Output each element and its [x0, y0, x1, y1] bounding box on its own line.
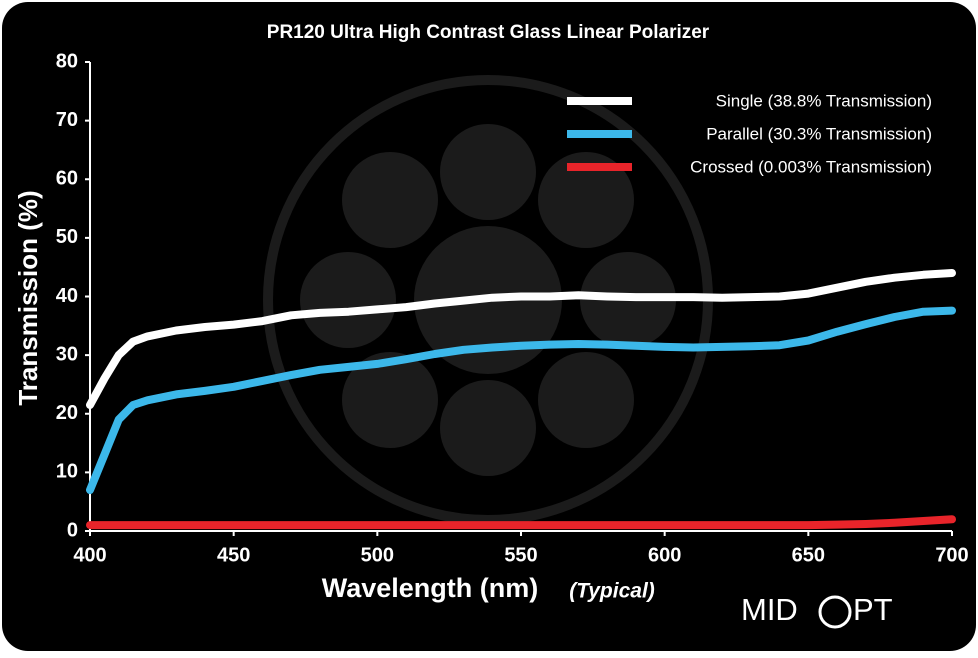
legend-label: Crossed (0.003% Transmission): [690, 157, 932, 176]
y-tick-label: 60: [56, 168, 78, 190]
y-axis-label: Transmission (%): [13, 190, 43, 405]
y-tick-label: 30: [56, 343, 78, 365]
y-tick-label: 40: [56, 285, 78, 307]
chart-title: PR120 Ultra High Contrast Glass Linear P…: [267, 22, 710, 43]
x-tick-label: 700: [935, 544, 968, 566]
x-tick-label: 450: [217, 544, 250, 566]
logo-text: MID: [741, 592, 798, 627]
y-tick-label: 80: [56, 50, 78, 72]
x-tick-label: 650: [792, 544, 825, 566]
y-tick-label: 50: [56, 226, 78, 248]
legend-label: Parallel (30.3% Transmission): [706, 124, 932, 143]
y-tick-label: 10: [56, 461, 78, 483]
x-axis-label: Wavelength (nm): [322, 573, 539, 603]
legend-label: Single (38.8% Transmission): [716, 91, 932, 110]
logo-text: PT: [853, 592, 893, 627]
x-tick-label: 400: [73, 544, 106, 566]
y-tick-label: 0: [67, 519, 78, 541]
y-tick-label: 20: [56, 402, 78, 424]
x-axis-note: (Typical): [569, 580, 655, 603]
x-tick-label: 600: [648, 544, 681, 566]
x-tick-label: 550: [504, 544, 537, 566]
chart: PR120 Ultra High Contrast Glass Linear P…: [0, 0, 978, 653]
x-tick-label: 500: [361, 544, 394, 566]
y-tick-label: 70: [56, 109, 78, 131]
